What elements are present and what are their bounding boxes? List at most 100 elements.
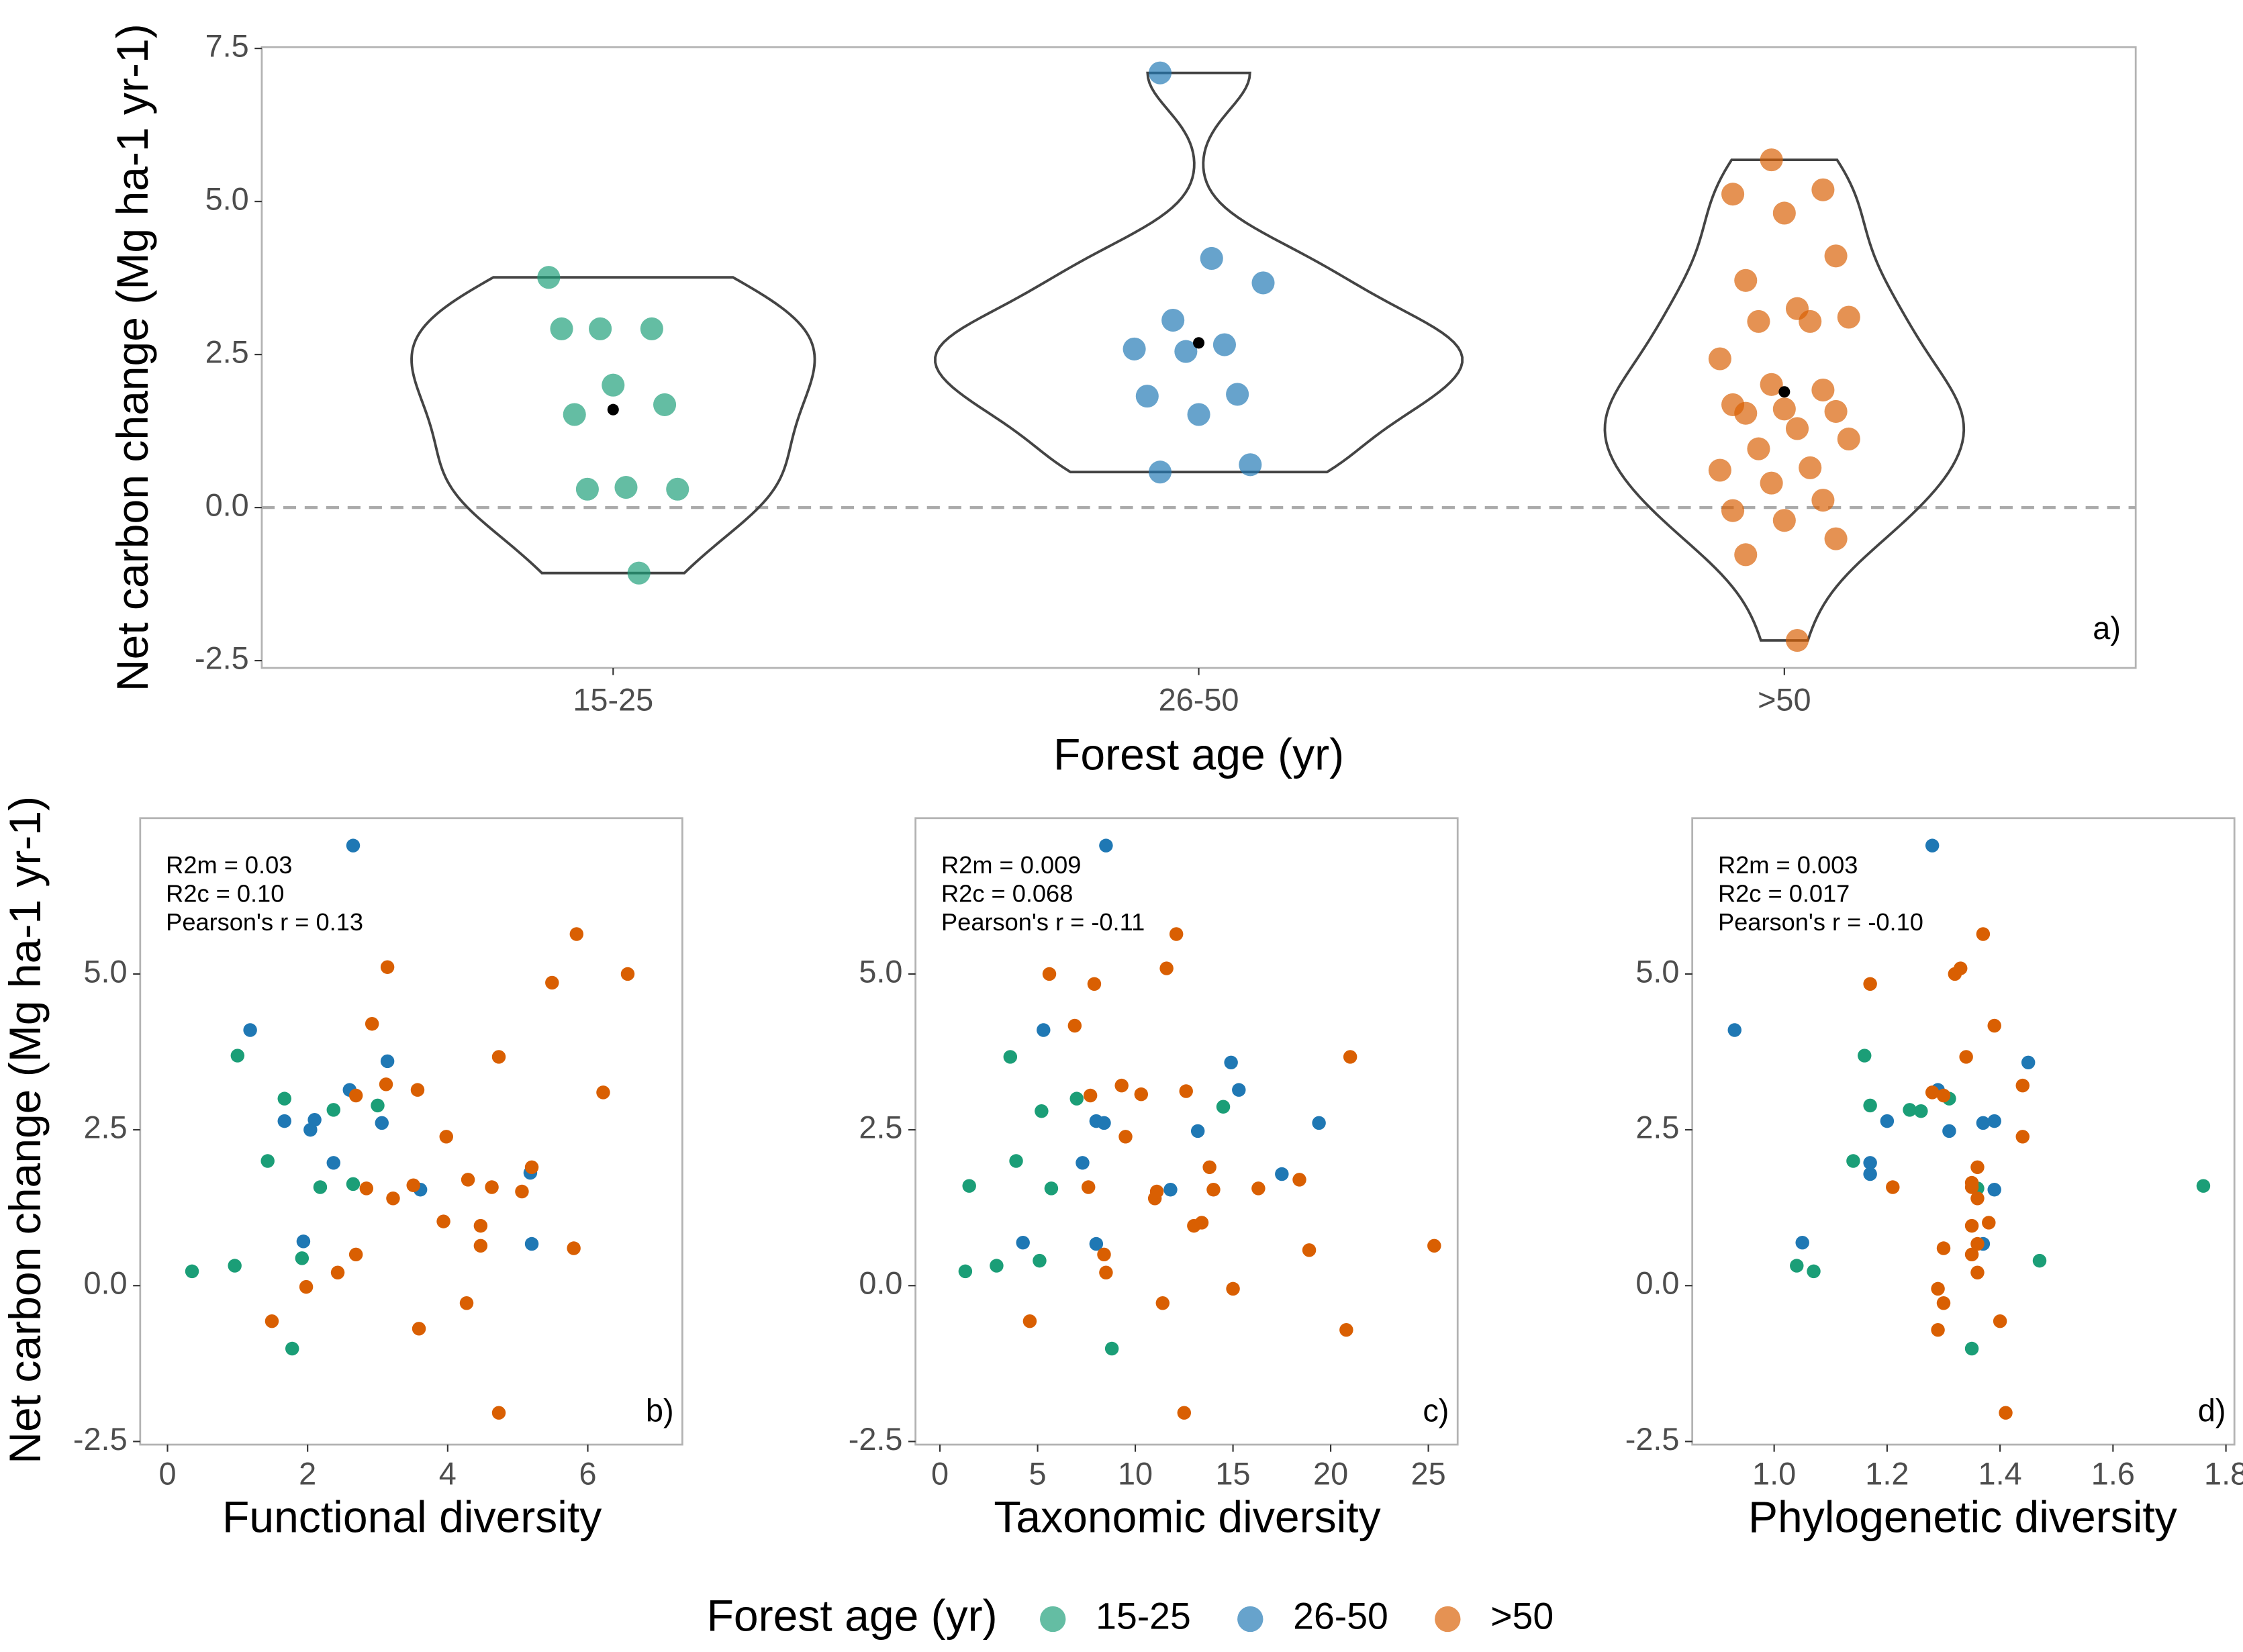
point [330,1265,345,1279]
y-tick-label: 2.5 [83,1110,127,1145]
point [1427,1238,1441,1253]
point [1177,1406,1192,1420]
point [1216,1100,1231,1114]
point [1846,1154,1860,1168]
point [359,1181,374,1196]
y-tick-label: 5.0 [1635,954,1679,989]
point [473,1218,488,1233]
annotation: R2c = 0.10 [166,879,284,907]
point [958,1264,973,1279]
point [1224,1055,1238,1070]
point [1148,460,1172,484]
x-tick-label: 15-25 [573,683,653,718]
point [1016,1235,1030,1250]
point [1081,1180,1096,1194]
point [1760,471,1783,495]
point [1114,1078,1129,1093]
point [1161,309,1185,332]
point [1760,148,1783,172]
point [1302,1243,1317,1257]
point [1964,1247,1979,1262]
point [1251,271,1275,295]
panel-label: b) [646,1394,674,1428]
point [1155,1296,1170,1310]
point [485,1180,499,1194]
point [346,1177,361,1192]
violin [410,276,816,575]
point [2032,1253,2047,1268]
point [653,393,677,416]
point [1251,1181,1266,1196]
x-tick-label: 1.6 [2091,1456,2135,1491]
point [1194,1216,1209,1230]
annotation: R2c = 0.068 [941,879,1073,907]
point [412,1322,426,1336]
mean-marker [607,403,619,416]
point [1206,1183,1221,1197]
x-tick-label: 6 [579,1456,596,1491]
point [614,475,638,499]
point [326,1156,341,1170]
point [1824,244,1848,268]
x-axis-title: Forest age (yr) [1053,730,1344,779]
point [299,1279,314,1294]
point [375,1116,389,1130]
point [1858,1049,1872,1063]
point [348,1247,363,1262]
y-tick-label: -2.5 [73,1422,128,1457]
x-tick-label: 15 [1216,1456,1251,1491]
point [1970,1236,1985,1251]
panel-border [914,817,1459,1446]
point [1035,1104,1049,1118]
annotation: R2m = 0.009 [941,851,1081,879]
point [1708,458,1731,482]
point [1799,456,1822,479]
point [1959,1050,1973,1064]
x-axis-title: Phylogenetic diversity [1748,1492,2177,1541]
point [296,1234,311,1249]
point [1925,838,1940,853]
point [1292,1173,1306,1187]
point [1339,1322,1353,1337]
point [1785,417,1809,440]
point [1964,1175,1979,1190]
point [990,1259,1004,1273]
point [379,1077,393,1091]
point [1772,397,1796,421]
point [1799,309,1822,333]
annotation: R2c = 0.017 [1718,879,1850,907]
point [228,1259,242,1273]
x-tick-label: 1.0 [1752,1456,1796,1491]
point [575,477,599,501]
y-tick-label: 0.0 [1635,1266,1679,1301]
annotation: R2m = 0.03 [166,851,292,879]
y-tick-label: 5.0 [205,182,249,217]
point [545,975,559,990]
point [1087,977,1102,991]
point [1993,1314,2007,1328]
point [537,266,561,289]
point [459,1296,474,1310]
y-axis-title: Net carbon change (Mg ha-1 yr-1) [0,796,50,1464]
point [1824,399,1848,423]
point [1914,1104,1928,1118]
point [596,1085,610,1100]
point [1942,1124,1956,1138]
point [2196,1179,2211,1193]
point [1795,1235,1809,1250]
point [1149,1184,1164,1199]
point [371,1098,385,1113]
point [563,403,586,426]
point [1863,977,1877,991]
legend-swatch [1040,1606,1066,1633]
point [1174,340,1198,363]
point [515,1184,529,1199]
point [380,960,395,974]
point [602,373,625,397]
point [277,1091,291,1106]
point [1202,1160,1216,1175]
point [1083,1088,1098,1103]
x-axis-title: Taxonomic diversity [994,1492,1380,1541]
point [326,1103,341,1117]
point [1880,1114,1895,1128]
